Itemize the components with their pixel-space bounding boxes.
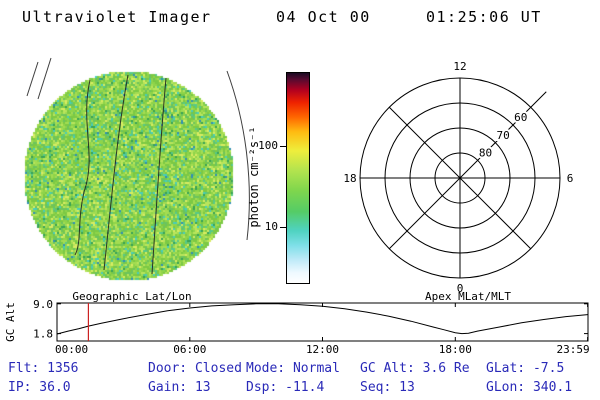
mlat-ring-label: 60 xyxy=(514,111,527,124)
status-glon: GLon: 340.1 xyxy=(486,380,572,395)
mlat-ring-label: 80 xyxy=(479,147,492,160)
header-date: 04 Oct 00 xyxy=(276,8,371,26)
uvi-display: Ultraviolet Imager 04 Oct 00 01:25:06 UT… xyxy=(0,0,600,400)
mlt-label-18: 18 xyxy=(343,172,356,185)
app-title: Ultraviolet Imager xyxy=(22,8,212,26)
status-dsp: Dsp: -11.4 xyxy=(246,380,324,395)
status-gc-alt: GC Alt: 3.6 Re xyxy=(360,361,470,376)
timeline-box xyxy=(57,303,588,341)
annotation-geographic-lat-lon: Geographic Lat/Lon xyxy=(72,290,191,303)
x-tick-label: 18:00 xyxy=(439,343,472,356)
grid-line xyxy=(75,80,90,255)
apex-mlat-mlt-polar-grid: 12018 6607080 xyxy=(340,58,580,298)
status-ip: IP: 36.0 xyxy=(8,380,71,395)
status-glat: GLat: -7.5 xyxy=(486,361,564,376)
grid-line xyxy=(104,75,128,270)
mlat-ring-label: 70 xyxy=(497,129,510,142)
grid-line xyxy=(152,78,166,274)
colorbar xyxy=(286,72,310,284)
mlt-label-6: 6 xyxy=(567,172,574,185)
gc-alt-timeline-plot: 9.0 1.800:00 06:00 12:00 18:00 23:59 Geographi… xyxy=(0,290,600,358)
y-tick-label: 1.8 xyxy=(33,328,53,341)
colorbar-tick-mark xyxy=(280,227,286,228)
gc-alt-curve xyxy=(57,304,588,334)
colorbar-unit-label: photon cm⁻²s⁻¹ xyxy=(247,126,261,227)
x-tick-label: 12:00 xyxy=(306,343,339,356)
status-flt: Flt: 1356 xyxy=(8,361,78,376)
status-door: Door: Closed xyxy=(148,361,242,376)
x-tick-label: 23:59 xyxy=(556,343,589,356)
status-gain: Gain: 13 xyxy=(148,380,211,395)
status-mode: Mode: Normal xyxy=(246,361,340,376)
annotation-apex-mlat-mlt: Apex MLat/MLT xyxy=(425,290,511,303)
header-time: 01:25:06 UT xyxy=(426,8,542,26)
grid-line xyxy=(38,58,51,99)
grid-line xyxy=(27,62,38,96)
x-tick-label: 06:00 xyxy=(173,343,206,356)
geographic-grid-overlay xyxy=(0,50,270,300)
y-tick-label: 9.0 xyxy=(33,298,53,311)
gc-alt-ylabel: GC Alt xyxy=(4,302,17,342)
colorbar-tick-mark xyxy=(280,146,286,147)
mlt-label-12: 12 xyxy=(453,60,466,73)
status-seq: Seq: 13 xyxy=(360,380,415,395)
x-tick-label: 00:00 xyxy=(55,343,88,356)
